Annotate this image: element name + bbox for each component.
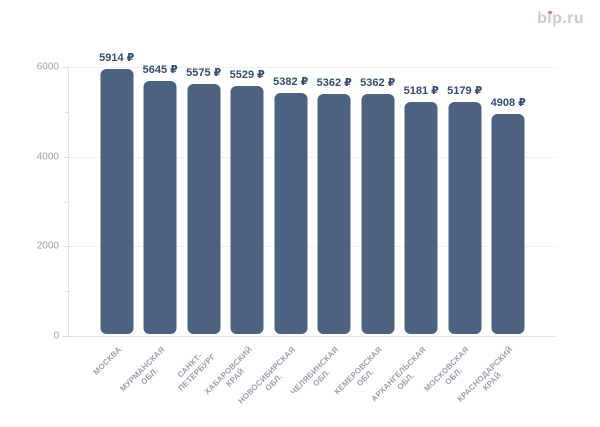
bar-value-label: 5181 ₽ — [403, 84, 439, 97]
bar[interactable] — [317, 93, 351, 334]
y-axis-minor-tick — [65, 201, 69, 203]
bar-value-label: 5362 ₽ — [360, 76, 396, 89]
bar-slot: 5645 ₽ МУРМАНСКАЯ ОБЛ. — [118, 64, 183, 393]
y-axis-tick — [63, 67, 69, 68]
y-axis-label: 4000 — [36, 151, 59, 163]
bar[interactable] — [274, 92, 308, 334]
bar-slot: 4908 ₽ КРАСНОДАРСКИЙ КРАЙ — [456, 67, 531, 404]
bar-slot: 5575 ₽ САНКТ- ПЕТЕРБУРГ — [176, 67, 226, 393]
bar-value-label: 5382 ₽ — [273, 75, 309, 88]
bar-value-label: 5575 ₽ — [186, 67, 222, 80]
y-axis-tick — [63, 336, 69, 337]
logo[interactable]: bıp.ru — [537, 10, 584, 28]
bar-slot: 5362 ₽ ЧЕЛЯБИНСКАЯ ОБЛ. — [289, 67, 357, 397]
bar-slot: 5529 ₽ ХАБАРОВСКИЙ КРАЙ — [202, 67, 270, 396]
logo-i-dot: ı — [547, 10, 553, 27]
logo-text: bıp.ru — [537, 10, 584, 27]
bar[interactable] — [491, 113, 525, 334]
bar-slot: 5382 ₽ НОВОСИБИРСКАЯ ОБЛ. — [236, 67, 313, 406]
y-axis-minor-tick — [65, 291, 69, 293]
bar-value-label: 5914 ₽ — [99, 51, 135, 64]
bar[interactable] — [187, 84, 221, 334]
bar-value-label: 5645 ₽ — [142, 63, 178, 76]
bar[interactable] — [143, 80, 177, 334]
bar-value-label: 5529 ₽ — [229, 69, 265, 82]
x-axis-label: МУРМАНСКАЯ ОБЛ. — [118, 345, 167, 394]
bar-chart-plot-area: 0 2000 4000 6000 5914 ₽ МОСКВА 5645 ₽ МУРМАНСКА… — [37, 52, 556, 406]
y-axis-minor-tick — [65, 111, 69, 113]
bar-slot: 5914 ₽ МОСКВА — [91, 52, 139, 377]
bar-slot: 5181 ₽ АРХАНГЕЛЬСКАЯ ОБЛ. — [369, 67, 444, 404]
y-axis-tick — [63, 156, 69, 158]
x-axis-label: МОСКВА — [91, 345, 124, 377]
y-axis-label: 0 — [53, 330, 59, 342]
bar-value-label: 5179 ₽ — [447, 84, 483, 97]
y-axis-tick — [63, 246, 69, 248]
bar[interactable] — [448, 101, 482, 334]
bar-slot: 5179 ₽ МОСКОВСКАЯ ОБЛ. — [423, 67, 487, 394]
bar-slot: 5362 ₽ КЕМЕРОВСКАЯ ОБЛ. — [333, 67, 400, 397]
y-axis-label: 2000 — [36, 240, 59, 252]
bar-value-label: 5362 ₽ — [316, 76, 352, 89]
bar[interactable] — [361, 93, 395, 334]
bar[interactable] — [100, 68, 134, 334]
bar-value-label: 4908 ₽ — [490, 96, 526, 109]
y-axis-label: 6000 — [36, 61, 59, 73]
bar[interactable] — [404, 101, 438, 334]
bar[interactable] — [230, 86, 264, 334]
bars-row: 5914 ₽ МОСКВА 5645 ₽ МУРМАНСКАЯ ОБЛ. 5575 ₽ СА… — [69, 52, 556, 406]
